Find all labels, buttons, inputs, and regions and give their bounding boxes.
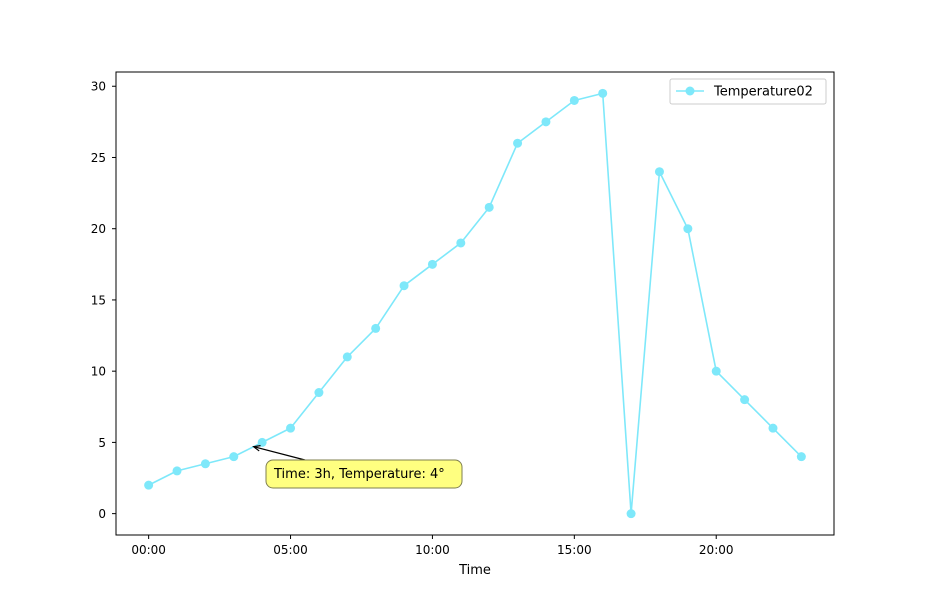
- data-point: [541, 117, 551, 127]
- data-point: [513, 138, 523, 148]
- y-tick-label: 15: [91, 293, 106, 307]
- legend: Temperature02: [669, 78, 827, 105]
- annotation-arrowhead: [252, 445, 261, 452]
- annotation-text: Time: 3h, Temperature: 4°: [273, 467, 445, 482]
- y-tick-label: 20: [91, 222, 106, 236]
- x-tick-label: 00:00: [131, 543, 166, 557]
- y-tick-label: 10: [91, 365, 106, 379]
- data-point: [286, 423, 296, 433]
- data-point: [200, 459, 210, 469]
- data-point: [427, 259, 437, 269]
- data-point: [796, 452, 806, 462]
- data-point: [683, 224, 693, 234]
- y-tick-label: 25: [91, 151, 106, 165]
- legend-box: [669, 78, 827, 105]
- data-point: [342, 352, 352, 362]
- data-point: [598, 88, 608, 98]
- data-point: [371, 323, 381, 333]
- data-point: [484, 202, 494, 212]
- data-point: [314, 388, 324, 398]
- data-point: [172, 466, 182, 476]
- annotation-box: [265, 459, 463, 489]
- plot-area: 00:00 05:00 10:00 15:00 20:00 0 5 10 15 20 25 30 T…: [91, 71, 835, 578]
- data-point: [768, 423, 778, 433]
- series-line: [148, 92, 802, 515]
- data-point: [626, 509, 636, 519]
- legend-point-marker: [685, 86, 695, 96]
- series-layer: [144, 88, 806, 519]
- axes-frame: [115, 71, 835, 536]
- data-point: [740, 395, 750, 405]
- y-axis-ticks: 0 5 10 15 20 25 30: [91, 80, 116, 521]
- x-tick-label: 20:00: [699, 543, 734, 557]
- data-point: [144, 480, 154, 490]
- y-tick-label: 0: [98, 507, 106, 521]
- annotation-arrow: [253, 446, 306, 461]
- x-tick-label: 15:00: [557, 543, 592, 557]
- data-point: [229, 452, 239, 462]
- data-point: [456, 238, 466, 248]
- x-tick-label: 10:00: [415, 543, 450, 557]
- y-tick-label: 30: [91, 80, 106, 94]
- data-point: [257, 437, 267, 447]
- data-point: [569, 95, 579, 105]
- y-tick-label: 5: [98, 436, 106, 450]
- legend-label: Temperature02: [713, 85, 813, 100]
- data-point: [399, 281, 409, 291]
- data-point: [654, 167, 664, 177]
- x-axis-ticks: 00:00 05:00 10:00 15:00 20:00: [131, 535, 734, 557]
- data-point: [711, 366, 721, 376]
- x-tick-label: 05:00: [273, 543, 308, 557]
- annotation: Time: 3h, Temperature: 4°: [252, 445, 463, 489]
- x-axis-label: Time: [458, 563, 491, 578]
